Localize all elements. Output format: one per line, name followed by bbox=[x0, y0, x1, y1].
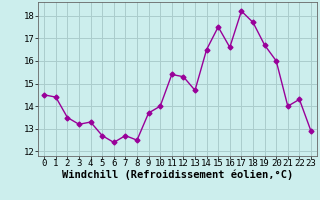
X-axis label: Windchill (Refroidissement éolien,°C): Windchill (Refroidissement éolien,°C) bbox=[62, 169, 293, 180]
